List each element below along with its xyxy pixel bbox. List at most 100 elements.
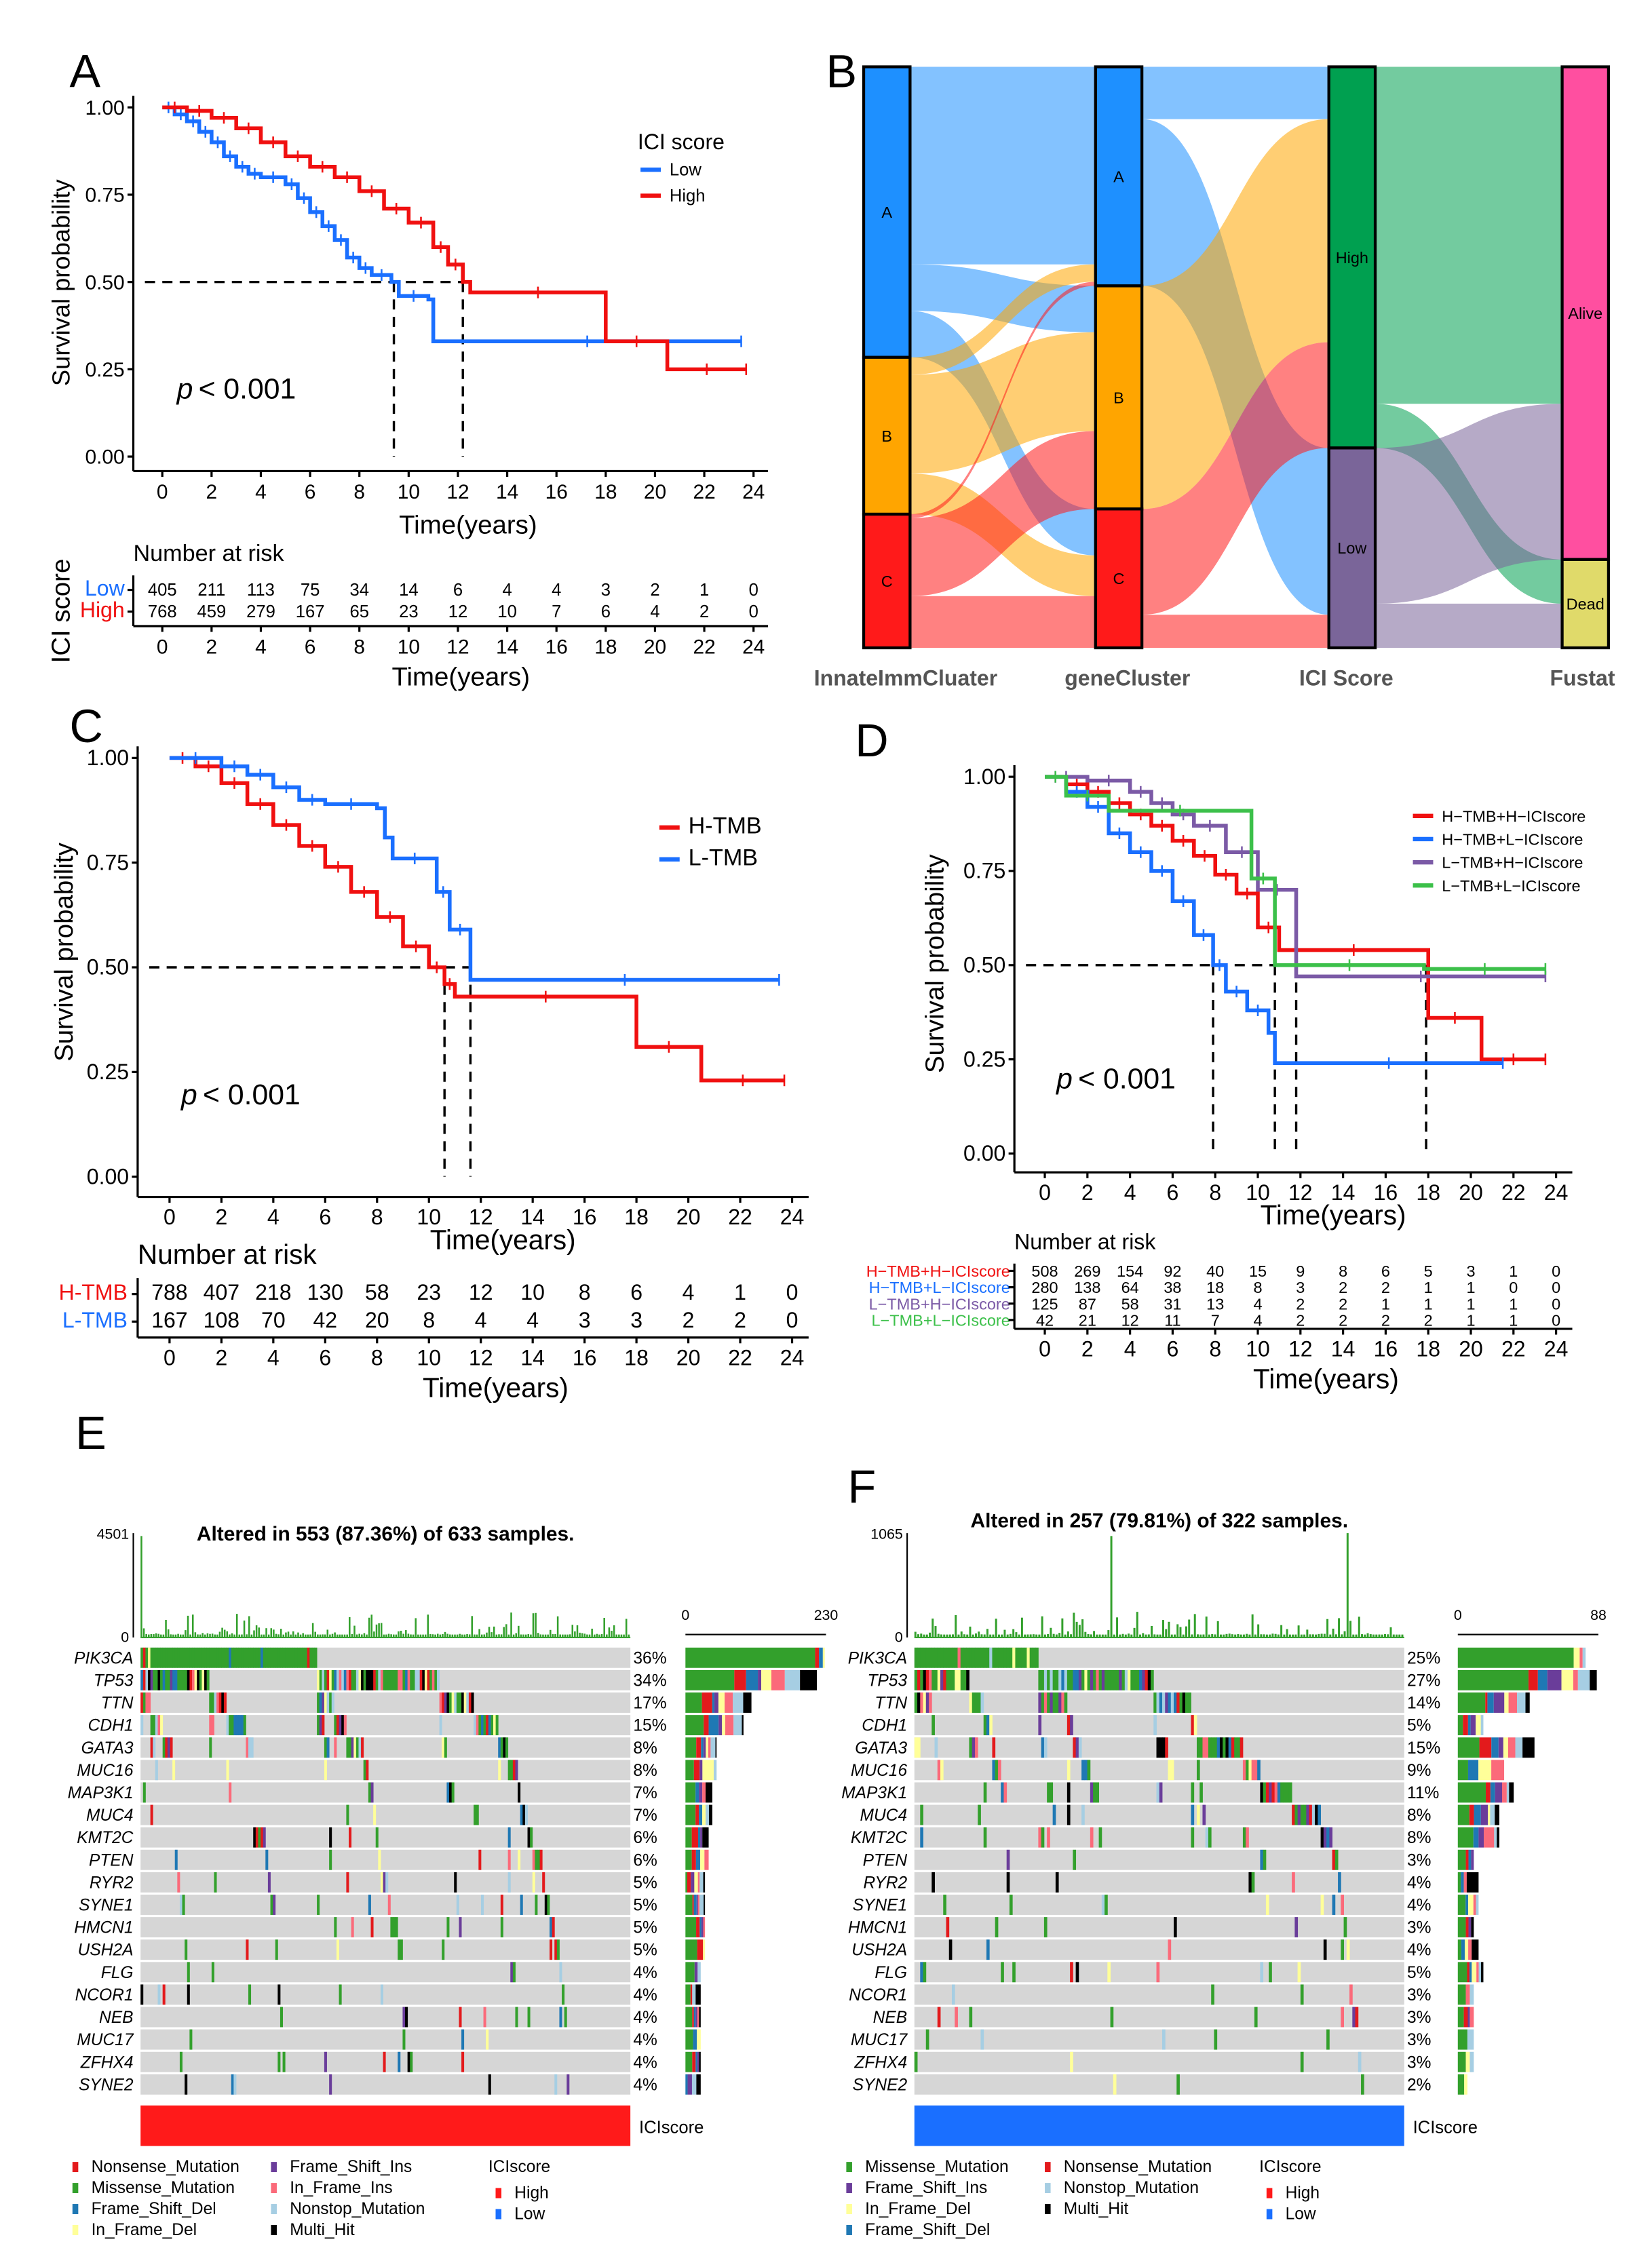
tmb-bar (931, 1619, 934, 1638)
risk-value: 0 (1552, 1311, 1560, 1329)
x-tick-label: 0 (157, 481, 168, 503)
risk-x-tick-label: 20 (676, 1345, 701, 1370)
tmb-bar (1334, 1634, 1337, 1638)
gene-count-bar-segment (746, 1669, 758, 1690)
mutation-cell (1147, 1669, 1151, 1690)
mutation-cell (167, 1647, 170, 1668)
tmb-bar (613, 1625, 615, 1638)
mutation-cell (451, 1692, 455, 1713)
mutation-cell (1084, 1669, 1088, 1690)
tmb-bar (363, 1633, 366, 1638)
mutation-cell (1263, 1849, 1267, 1870)
risk-x-tick-label: 0 (1039, 1337, 1051, 1361)
gene-count-bar-segment (696, 1917, 700, 1938)
legend-label: H-TMB (689, 813, 762, 838)
mutation-cell (1119, 1669, 1122, 1690)
mutation-cell (211, 1962, 214, 1983)
tmb-bar (1116, 1617, 1119, 1638)
gene-count-bar-segment (1490, 1804, 1495, 1825)
oncoplot-row-bg (914, 1939, 1404, 1960)
mutation-cell (1228, 1737, 1232, 1758)
tmb-bar (628, 1634, 630, 1638)
gene-count-bar-segment (699, 1917, 702, 1938)
tmb-bar (331, 1633, 334, 1638)
mutation-cell (1075, 1669, 1079, 1690)
risk-value: 13 (1206, 1295, 1224, 1313)
tmb-bar (197, 1634, 199, 1638)
y-tick-label: 0.00 (85, 446, 125, 469)
mutation-cell (157, 1669, 161, 1690)
gene-count-bar-segment (1476, 1962, 1479, 1983)
oncoplot-row-bg (140, 1715, 631, 1736)
mutation-cell (1050, 1692, 1054, 1713)
mutation-cell (140, 1669, 144, 1690)
tmb-bar (1343, 1631, 1346, 1638)
oncoplot-panel-e: Altered in 553 (87.36%) of 633 samples.4… (68, 1523, 839, 2239)
mutation-cell (191, 1647, 195, 1668)
mutation-cell (1303, 1804, 1307, 1825)
tmb-bar (214, 1634, 216, 1638)
mutation-cell (454, 1872, 457, 1893)
risk-x-tick-label: 24 (1544, 1337, 1569, 1361)
sankey-flow (1375, 603, 1562, 648)
mutation-cell (995, 1760, 999, 1781)
tmb-bar (1191, 1634, 1193, 1638)
risk-x-tick-label: 14 (520, 1345, 545, 1370)
mutation-cell (1156, 1962, 1160, 1983)
gene-percent: 5% (633, 1897, 657, 1915)
tmb-bar (1248, 1634, 1251, 1638)
gene-count-bar-segment (1481, 1962, 1484, 1983)
mutation-cell (446, 1782, 450, 1803)
km-panel-c: 0.000.250.500.751.000 2 4 6 8 10 12 14 16 18 20 22 2… (50, 746, 809, 1403)
mutation-cell (343, 1715, 347, 1736)
mutation-cell (955, 1669, 958, 1690)
mutation-cell (931, 1715, 935, 1736)
risk-value: 130 (307, 1280, 343, 1304)
mutation-cell (150, 1715, 153, 1736)
sankey-node-b (862, 355, 912, 516)
gene-count-bar-segment (1467, 2029, 1474, 2050)
tmb-bar (285, 1632, 287, 1638)
tmb-bar (478, 1629, 480, 1638)
mutation-cell (1211, 1737, 1214, 1758)
y-axis-label: Survival probability (50, 842, 79, 1061)
x-tick-label: 2 (206, 481, 218, 503)
oncoplot-row-bg (140, 2029, 631, 2050)
legend-label: L-TMB (689, 845, 758, 870)
gene-label: NEB (873, 2009, 907, 2027)
tmb-bar (1309, 1634, 1311, 1638)
mutation-cell (1047, 1692, 1050, 1713)
risk-value: 113 (247, 581, 275, 600)
mutation-cell (952, 1984, 955, 2005)
risk-x-axis-label: Time(years) (1253, 1363, 1399, 1394)
mutation-cell (446, 1692, 450, 1713)
tmb-bar (1133, 1627, 1136, 1638)
mutation-cell (1182, 1692, 1186, 1713)
mutation-cell (1142, 1669, 1145, 1690)
gene-count-bar-segment (693, 2029, 697, 2050)
risk-value: 405 (148, 581, 177, 600)
risk-value: 6 (453, 581, 463, 600)
gene-label: GATA3 (81, 1739, 134, 1758)
mutation-cell (407, 1669, 410, 1690)
legend-swatch (1266, 2188, 1273, 2199)
risk-value: 3 (1466, 1262, 1475, 1280)
mutation-cell (429, 1669, 433, 1690)
gene-count-bar-segment (685, 1737, 697, 1758)
oncoplot-row-bg (140, 1939, 631, 1960)
gene-label: MUC17 (77, 2031, 134, 2049)
gene-count-bar-segment (1469, 2051, 1474, 2072)
gene-count-bar-segment (701, 1917, 704, 1938)
tmb-bar (518, 1625, 520, 1638)
y-tick-label: 0.75 (85, 185, 125, 207)
gene-count-bar-segment (1508, 1692, 1518, 1713)
tmb-bar (1075, 1621, 1078, 1638)
tmb-bar (515, 1633, 518, 1638)
tmb-bar (1283, 1634, 1286, 1638)
tmb-bar (566, 1634, 569, 1638)
oncoplot-row-bg (914, 1895, 1404, 1915)
tmb-bar (491, 1632, 493, 1638)
gene-count-bar-segment (692, 2007, 694, 2028)
tmb-bar (349, 1617, 351, 1638)
tmb-bar (172, 1634, 174, 1638)
